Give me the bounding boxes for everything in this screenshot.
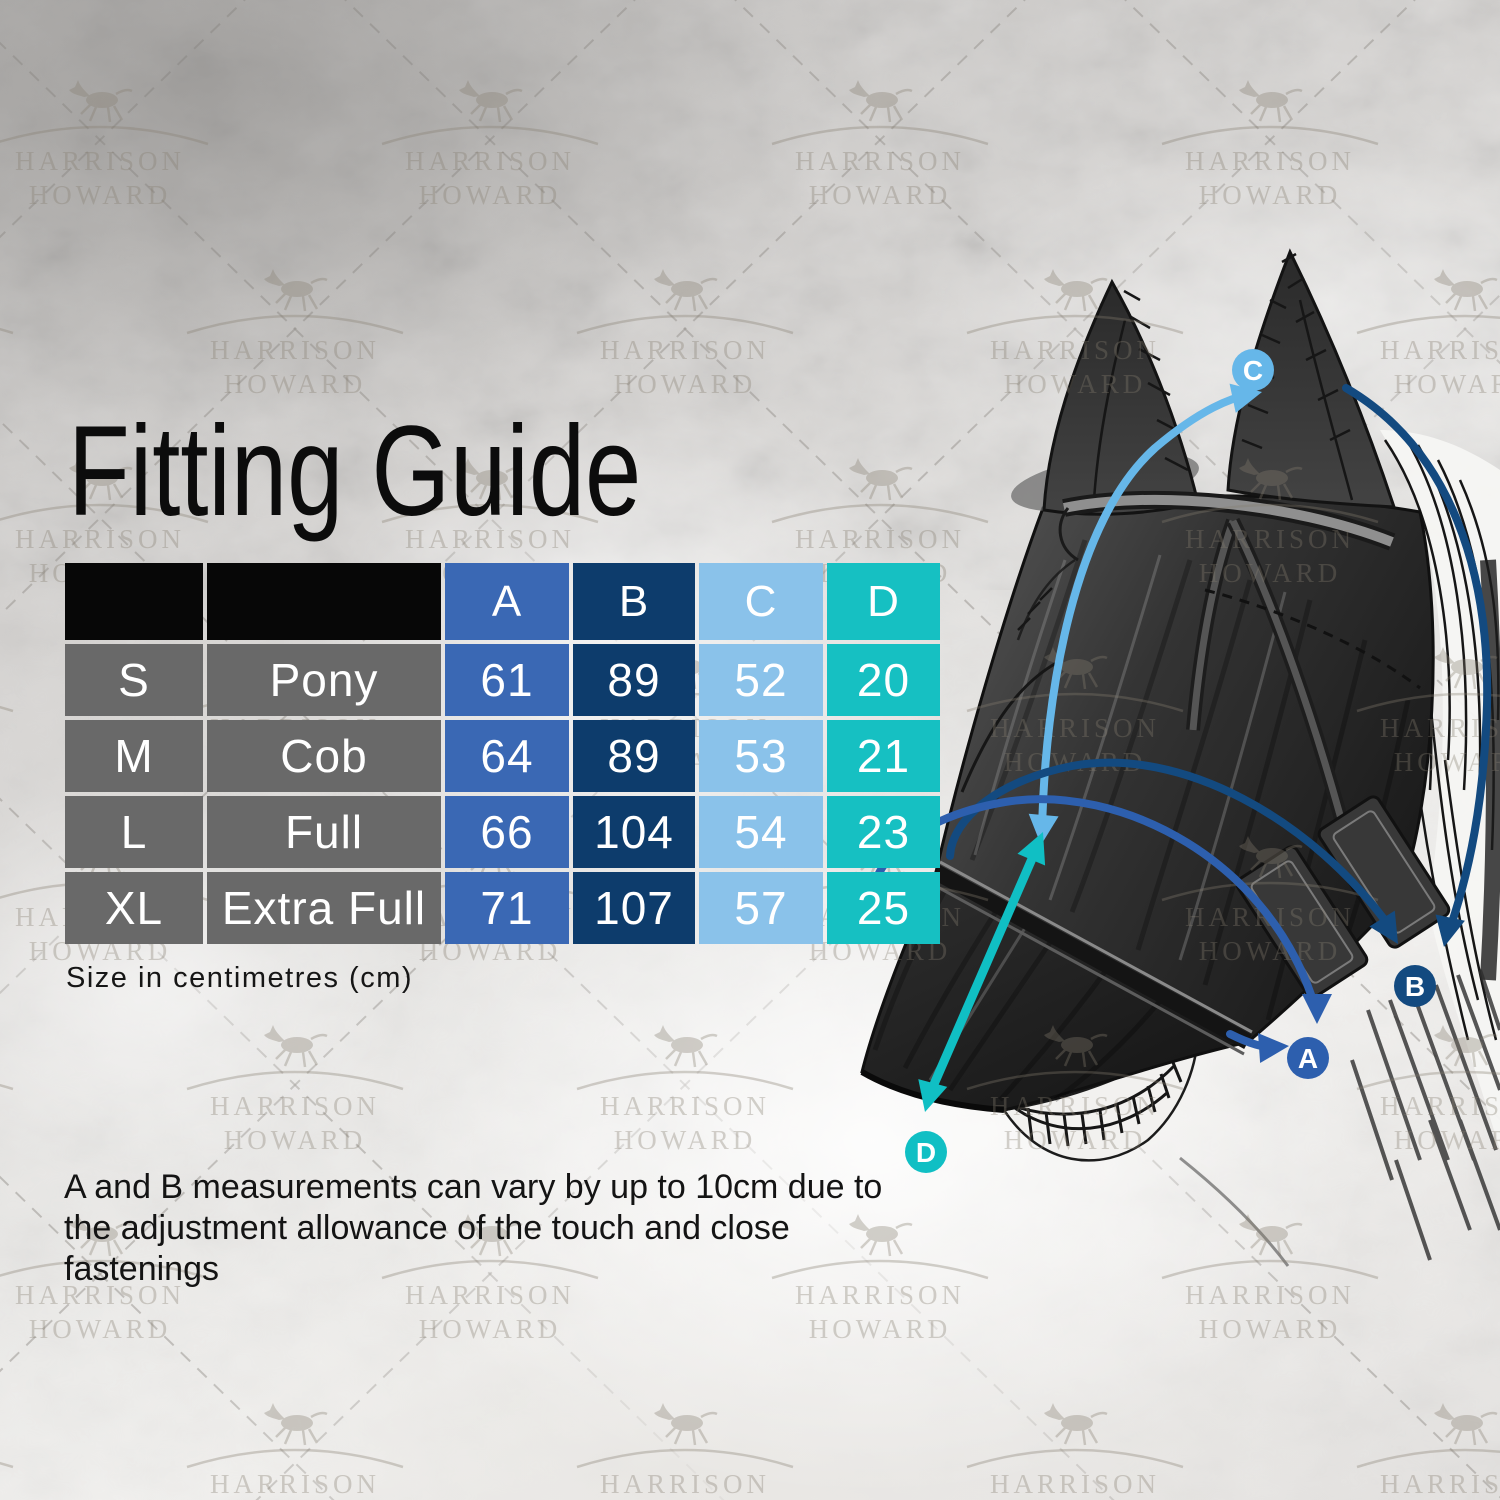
measure-arrow-b [946,384,1492,938]
header-blank-name [207,563,441,640]
page-title: Fitting Guide [68,400,642,543]
value-cell-XL-D: 25 [827,872,940,944]
header-cell-D: D [827,563,940,640]
value-cell-S-D: 20 [827,644,940,716]
size-cell-L: L [65,796,203,868]
value-cell-M-C: 53 [699,720,823,792]
name-cell-L: Full [207,796,441,868]
teeth-hatching [1009,1059,1290,1267]
header-blank-size [65,563,203,640]
size-cell-M: M [65,720,203,792]
mask-highlight-streaks [928,554,1287,1081]
value-cell-S-A: 61 [445,644,569,716]
measure-arrow-b-heads [1369,910,1465,1007]
value-cell-L-B: 104 [573,796,695,868]
label-circle-d [905,1131,947,1173]
size-cell-S: S [65,644,203,716]
measure-arrow-d-heads [905,832,1046,1173]
footnote: A and B measurements can vary by up to 1… [64,1168,883,1288]
name-cell-M: Cob [207,720,441,792]
neck-hatching [1350,969,1500,1261]
size-cell-XL: XL [65,872,203,944]
header-cell-C: C [699,563,823,640]
header-cell-A: A [445,563,569,640]
velcro-tab [1317,795,1451,949]
measure-arrow-c [1038,390,1254,836]
value-cell-L-A: 66 [445,796,569,868]
value-cell-S-C: 52 [699,644,823,716]
label-circle-b [1394,965,1436,1007]
value-cell-L-D: 23 [827,796,940,868]
name-cell-S: Pony [207,644,441,716]
name-cell-XL: Extra Full [207,872,441,944]
value-cell-M-A: 64 [445,720,569,792]
value-cell-S-B: 89 [573,644,695,716]
header-cell-B: B [573,563,695,640]
mask-straps [931,490,1451,1056]
value-cell-XL-C: 57 [699,872,823,944]
value-cell-M-D: 21 [827,720,940,792]
label-letter-c: C [1243,355,1263,386]
value-cell-XL-B: 107 [573,872,695,944]
units-note: Size in centimetres (cm) [66,962,414,994]
label-letter-b: B [1405,971,1425,1002]
label-circle-c [1232,349,1274,391]
value-cell-L-C: 54 [699,796,823,868]
label-circle-a [1287,1037,1329,1079]
label-letter-d: D [916,1137,936,1168]
measure-arrow-a-heads [1258,994,1332,1079]
size-table: A B C D S Pony 61 89 52 20 M Cob 64 89 53 21 L Full 66 104 5… [65,563,940,944]
value-cell-M-B: 89 [573,720,695,792]
label-letter-a: A [1298,1043,1318,1074]
measure-arrow-d [923,840,1043,1103]
measure-arrow-c-heads [1028,349,1274,845]
left-ear [1042,278,1200,516]
value-cell-XL-A: 71 [445,872,569,944]
